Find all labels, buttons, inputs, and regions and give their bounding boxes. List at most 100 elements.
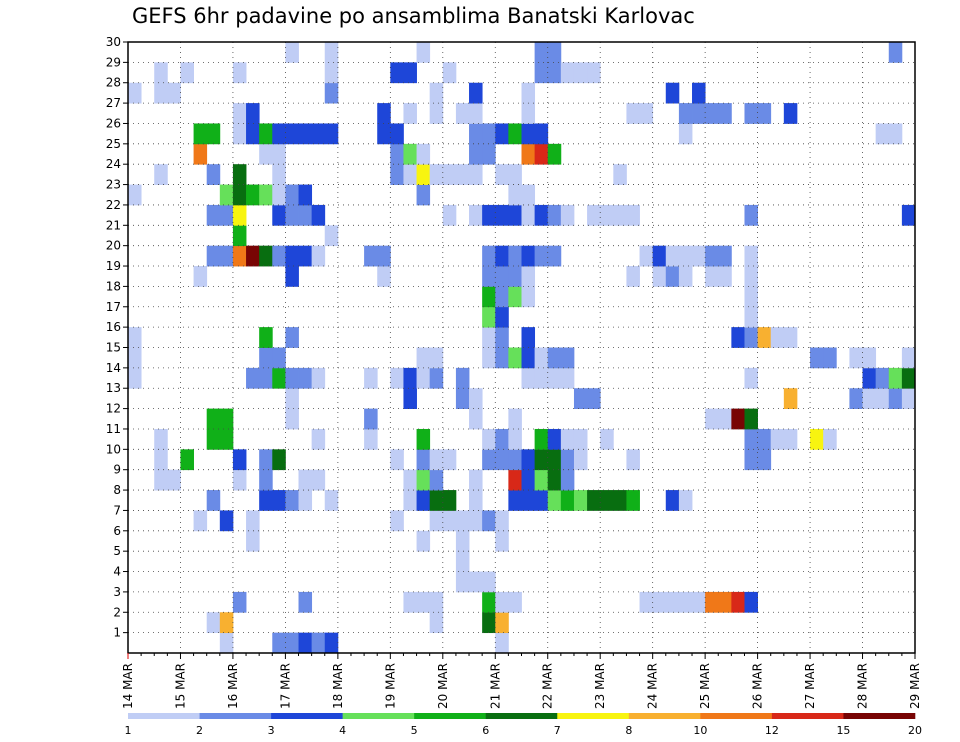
heatmap-cell <box>757 428 772 450</box>
heatmap-cell <box>783 327 798 348</box>
y-tick-label: 8 <box>113 483 121 497</box>
heatmap-cell <box>403 367 417 389</box>
heatmap-cell <box>259 367 273 389</box>
heatmap-cell <box>495 266 509 287</box>
y-tick-label: 7 <box>113 503 121 517</box>
y-tick-label: 20 <box>106 239 121 253</box>
heatmap-cell <box>521 266 536 287</box>
heatmap-cell <box>482 571 496 593</box>
colorbar: 1 2 3 4 5 6 7 8 10 12 15 20 <box>125 713 922 737</box>
heatmap-cell <box>573 490 588 511</box>
heatmap-cell <box>521 347 536 369</box>
heatmap-cell <box>495 327 509 348</box>
y-tick-label: 15 <box>106 341 121 355</box>
heatmap-cell <box>482 266 496 287</box>
heatmap-cell <box>416 490 431 511</box>
heatmap-cell <box>390 164 404 185</box>
y-tick-label: 3 <box>113 585 121 599</box>
x-date-label: 22 MAR <box>541 663 555 709</box>
heatmap-cell <box>259 327 273 348</box>
heatmap-cell <box>495 612 509 634</box>
heatmap-cell <box>692 82 706 104</box>
heatmap-cell <box>259 347 273 369</box>
colorbar-label: 10 <box>693 724 707 737</box>
grid-lines <box>128 42 915 653</box>
heatmap-cell <box>429 490 444 511</box>
heatmap-cell <box>469 388 483 409</box>
heatmap-cell <box>324 490 339 511</box>
heatmap-cell <box>678 490 693 511</box>
x-date-label: 24 MAR <box>646 663 660 709</box>
heatmap-cell <box>560 449 575 471</box>
heatmap-cell <box>587 490 601 511</box>
heatmap-cell <box>573 388 588 409</box>
heatmap-cell <box>259 143 273 165</box>
heatmap-cell <box>718 266 732 287</box>
heatmap-cell <box>154 428 168 450</box>
heatmap-cell <box>862 388 877 409</box>
heatmap-cell <box>455 510 470 532</box>
heatmap-cell <box>429 347 444 369</box>
heatmap-cell <box>272 164 286 185</box>
y-tick-label: 5 <box>113 544 121 558</box>
heatmap-cell <box>167 469 181 491</box>
heatmap-cell <box>495 164 509 185</box>
heatmap-cell <box>416 347 431 369</box>
heatmap-cell <box>744 449 758 471</box>
heatmap-cell <box>272 123 286 145</box>
heatmap-cell <box>482 143 496 165</box>
heatmap-cell <box>272 490 286 511</box>
heatmap-cell <box>573 449 588 471</box>
colorbar-label: 2 <box>196 724 203 737</box>
heatmap-cell <box>482 612 496 634</box>
heatmap-cell <box>783 428 798 450</box>
heatmap-cell <box>442 510 457 532</box>
heatmap-cell <box>259 449 273 471</box>
heatmap-cell <box>692 591 706 613</box>
heatmap-cell <box>259 469 273 491</box>
heatmap-cell <box>469 103 483 124</box>
heatmap-cell <box>875 367 890 389</box>
heatmap-cell <box>678 591 693 613</box>
heatmap-cell <box>246 510 260 532</box>
y-tick-label: 24 <box>106 157 121 171</box>
heatmap-cell <box>560 490 575 511</box>
heatmap-cell <box>403 164 417 185</box>
heatmap-cell <box>718 245 732 267</box>
heatmap-cell <box>259 490 273 511</box>
heatmap-cell <box>534 367 549 389</box>
heatmap-cell <box>403 469 417 491</box>
heatmap-cell <box>219 245 234 267</box>
heatmap-cell <box>246 123 260 145</box>
y-tick-label: 13 <box>106 381 121 395</box>
heatmap-cell <box>246 245 260 267</box>
heatmap-cell <box>547 245 562 267</box>
heatmap-cell <box>639 245 654 267</box>
heatmap-cell <box>324 225 339 247</box>
heatmap-cell <box>652 245 667 267</box>
heatmap-cell <box>272 184 286 206</box>
heatmap-cell <box>665 490 680 511</box>
x-date-label: 25 MAR <box>698 663 712 709</box>
heatmap-cell <box>521 103 536 124</box>
heatmap-cell <box>508 204 522 226</box>
heatmap-cell <box>718 591 732 613</box>
heatmap-cell <box>429 164 444 185</box>
heatmap-cell <box>482 510 496 532</box>
heatmap-cell <box>482 449 496 471</box>
heatmap-cell <box>560 428 575 450</box>
heatmap-cell <box>272 245 286 267</box>
heatmap-cell <box>508 347 522 369</box>
heatmap-cell <box>678 245 693 267</box>
heatmap-cell <box>455 367 470 389</box>
heatmap-cell <box>770 327 785 348</box>
heatmap-cell <box>219 632 234 654</box>
heatmap-cell <box>744 204 758 226</box>
heatmap-cell <box>692 103 706 124</box>
heatmap-cell <box>285 327 299 348</box>
heatmap-cell <box>298 632 313 654</box>
heatmap-cell <box>193 143 208 165</box>
heatmap-cell <box>678 103 693 124</box>
heatmap-cell <box>455 103 470 124</box>
